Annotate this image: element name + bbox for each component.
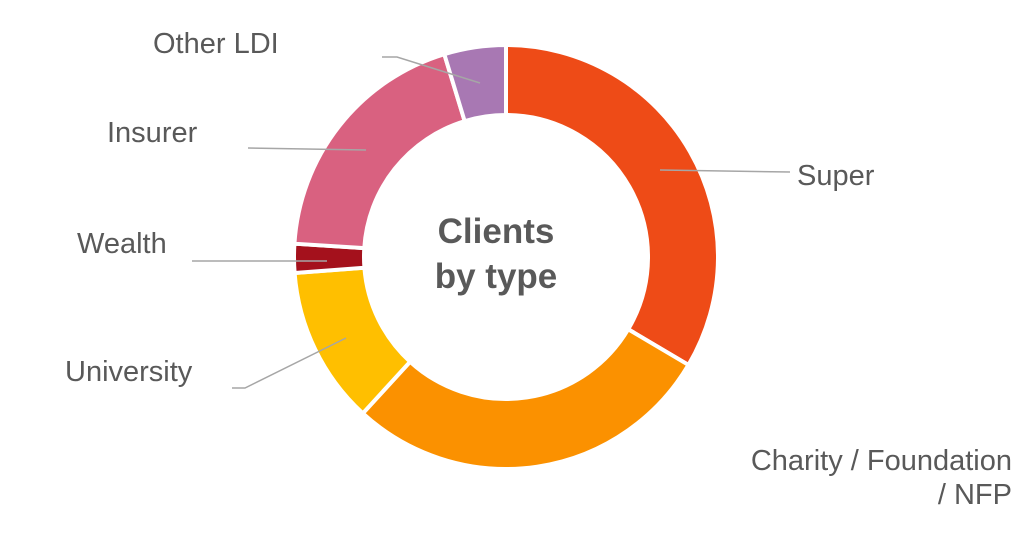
- center-title-line-2: by type: [435, 257, 558, 296]
- label-university: University: [65, 356, 193, 388]
- center-title-line-1: Clients: [438, 212, 555, 251]
- leader-line-super: [659, 169, 791, 173]
- label-other-ldi: Other LDI: [153, 28, 279, 60]
- label-insurer: Insurer: [107, 117, 198, 149]
- donut-slices: [292, 42, 720, 471]
- leader-line-other-ldi: [382, 56, 481, 84]
- slice-charity-foundation-nfp: [360, 326, 692, 471]
- label-wealth: Wealth: [77, 228, 167, 260]
- label-charity-line-1: Charity / Foundation: [751, 445, 1012, 477]
- leader-line-insurer: [247, 147, 367, 151]
- slice-other-ldi: [441, 42, 508, 124]
- label-super: Super: [797, 160, 875, 192]
- slice-super: [504, 42, 720, 368]
- leader-line-university: [232, 337, 347, 389]
- label-charity-line-2: / NFP: [938, 479, 1012, 511]
